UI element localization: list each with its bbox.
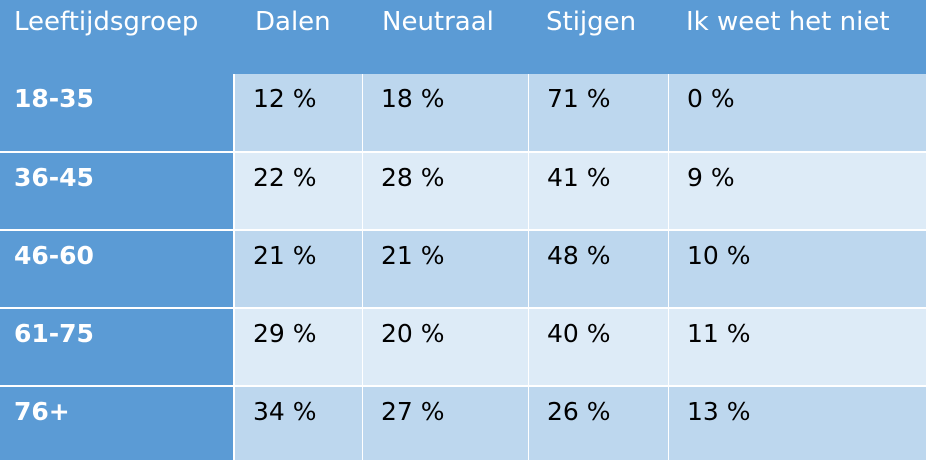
- table-cell: 9 %: [669, 153, 926, 229]
- cell-value: 12 %: [253, 84, 317, 113]
- cell-value: 10 %: [687, 241, 751, 270]
- table-cell: 10 %: [669, 231, 926, 307]
- row-label: 61-75: [14, 319, 94, 348]
- table-cell: 21 %: [363, 231, 529, 307]
- row-label-cell: 76+: [0, 387, 235, 460]
- cell-value: 13 %: [687, 397, 751, 426]
- cell-value: 11 %: [687, 319, 751, 348]
- table-cell: 28 %: [363, 153, 529, 229]
- table-cell: 71 %: [529, 74, 669, 152]
- table-cell: 26 %: [529, 387, 669, 460]
- cell-value: 0 %: [687, 84, 735, 113]
- cell-value: 22 %: [253, 163, 317, 192]
- table-cell: 12 %: [235, 74, 363, 152]
- cell-value: 18 %: [381, 84, 445, 113]
- table-cell: 11 %: [669, 309, 926, 385]
- table-cell: 27 %: [363, 387, 529, 460]
- table-row: 46-60 21 % 21 % 48 % 10 %: [0, 231, 926, 307]
- cell-value: 71 %: [547, 84, 611, 113]
- row-label: 76+: [14, 397, 70, 426]
- row-divider: [0, 307, 926, 309]
- cell-value: 26 %: [547, 397, 611, 426]
- table-cell: 13 %: [669, 387, 926, 460]
- header-dont-know: Ik weet het niet: [686, 7, 890, 37]
- cell-value: 28 %: [381, 163, 445, 192]
- table-cell: 22 %: [235, 153, 363, 229]
- table-cell: 0 %: [669, 74, 926, 152]
- cell-value: 40 %: [547, 319, 611, 348]
- header-age-group: Leeftijdsgroep: [14, 7, 199, 37]
- row-label: 36-45: [14, 163, 94, 192]
- table-row: 18-35 12 % 18 % 71 % 0 %: [0, 74, 926, 152]
- cell-value: 9 %: [687, 163, 735, 192]
- row-label: 46-60: [14, 241, 94, 270]
- cell-value: 21 %: [381, 241, 445, 270]
- cell-value: 21 %: [253, 241, 317, 270]
- row-label-cell: 36-45: [0, 153, 235, 229]
- cell-value: 29 %: [253, 319, 317, 348]
- table-row: 76+ 34 % 27 % 26 % 13 %: [0, 387, 926, 460]
- cell-value: 48 %: [547, 241, 611, 270]
- header-neutral: Neutraal: [382, 7, 494, 37]
- table-cell: 21 %: [235, 231, 363, 307]
- table-cell: 48 %: [529, 231, 669, 307]
- cell-value: 34 %: [253, 397, 317, 426]
- cell-value: 41 %: [547, 163, 611, 192]
- table-cell: 18 %: [363, 74, 529, 152]
- table-header-row: Leeftijdsgroep Dalen Neutraal Stijgen Ik…: [0, 0, 926, 74]
- table-row: 61-75 29 % 20 % 40 % 11 %: [0, 309, 926, 385]
- row-divider: [0, 229, 926, 231]
- header-increase: Stijgen: [546, 7, 637, 37]
- row-label: 18-35: [14, 84, 94, 113]
- table-cell: 40 %: [529, 309, 669, 385]
- row-label-cell: 61-75: [0, 309, 235, 385]
- header-decrease: Dalen: [255, 7, 331, 37]
- table-cell: 34 %: [235, 387, 363, 460]
- table-cell: 20 %: [363, 309, 529, 385]
- row-label-cell: 18-35: [0, 74, 235, 152]
- cell-value: 27 %: [381, 397, 445, 426]
- row-divider: [0, 385, 926, 387]
- table-cell: 29 %: [235, 309, 363, 385]
- cell-value: 20 %: [381, 319, 445, 348]
- row-divider: [0, 151, 926, 153]
- table-cell: 41 %: [529, 153, 669, 229]
- row-label-cell: 46-60: [0, 231, 235, 307]
- table-row: 36-45 22 % 28 % 41 % 9 %: [0, 153, 926, 229]
